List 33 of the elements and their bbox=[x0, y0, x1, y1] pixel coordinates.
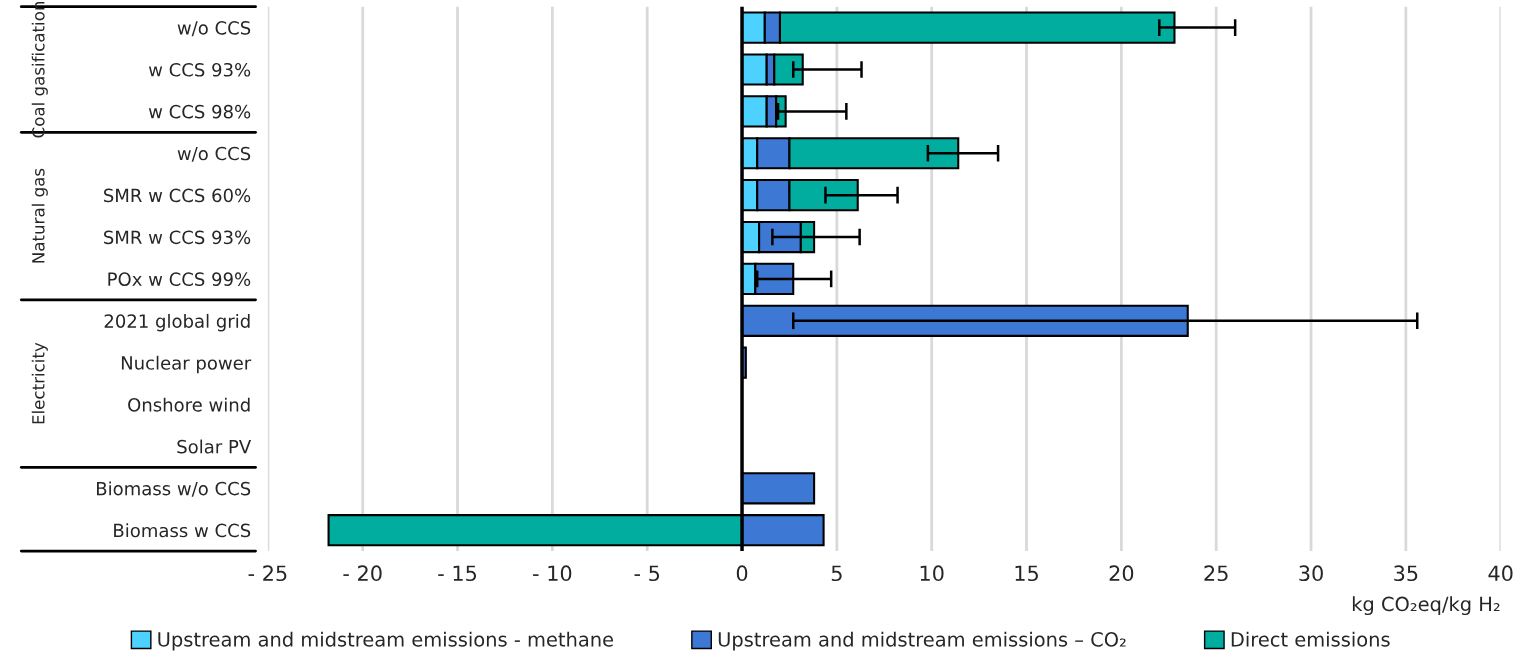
text: Natural gas bbox=[31, 168, 48, 263]
x-tick-label: - 5 bbox=[634, 565, 660, 582]
legend-label: Direct emissions bbox=[1231, 631, 1390, 647]
y-tick-label: Biomass w CCS bbox=[114, 523, 251, 538]
y-tick-label: w CCS 93% bbox=[148, 62, 251, 77]
x-axis-title: kg CO₂eq/kg H₂ bbox=[1352, 596, 1500, 616]
x-tick-label: 5 bbox=[831, 565, 842, 582]
text: Electricity bbox=[31, 342, 48, 424]
x-tick-label: 20 bbox=[1109, 565, 1134, 582]
x-tick-label: 15 bbox=[1015, 565, 1038, 582]
y-tick-label: SMR w CCS 93% bbox=[104, 230, 251, 245]
x-tick-label: - 15 bbox=[438, 565, 477, 582]
x-tick-label: 35 bbox=[1394, 565, 1418, 582]
y-tick-label: POx w CCS 99% bbox=[108, 272, 251, 287]
y-tick-label: w CCS 98% bbox=[148, 104, 251, 119]
x-tick-label: - 10 bbox=[533, 565, 572, 582]
y-tick-label: Solar PV bbox=[177, 439, 252, 454]
y-tick-label: Onshore wind bbox=[128, 397, 250, 412]
x-tick-label: 10 bbox=[920, 565, 944, 582]
x-tick-label: 25 bbox=[1204, 565, 1228, 582]
y-tick-label: 2021 global grid bbox=[104, 313, 250, 332]
y-tick-label: Nuclear power bbox=[121, 355, 252, 374]
y-tick-label: SMR w CCS 60% bbox=[104, 188, 251, 203]
x-tick-label: 0 bbox=[736, 565, 748, 582]
legend-label: Upstream and midstream emissions – CO₂ bbox=[718, 631, 1126, 651]
y-tick-label: Biomass w/o CCS bbox=[97, 481, 251, 497]
x-tick-label: - 25 bbox=[248, 565, 287, 582]
x-tick-label: 30 bbox=[1299, 565, 1323, 582]
y-tick-label: w/o CCS bbox=[177, 21, 251, 37]
x-tick-label: 40 bbox=[1488, 565, 1513, 582]
x-tick-label: - 20 bbox=[343, 565, 382, 582]
legend-label: Upstream and midstream emissions - methane bbox=[158, 631, 614, 651]
y-tick-label: w/o CCS bbox=[177, 146, 251, 162]
